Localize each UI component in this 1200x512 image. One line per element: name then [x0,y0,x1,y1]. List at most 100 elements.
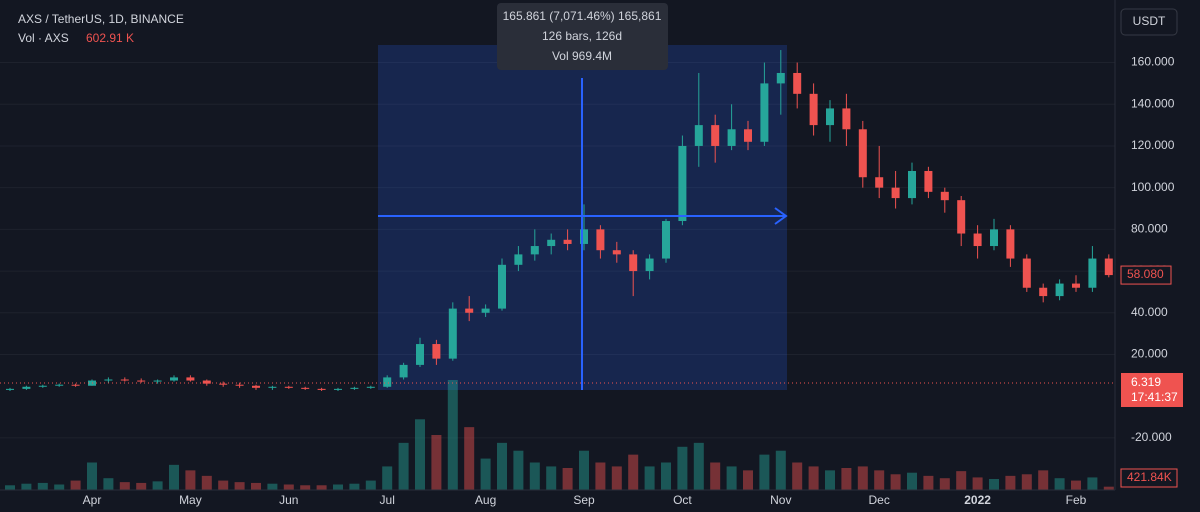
volume-bar [349,483,360,490]
candle-body [465,308,474,313]
x-tick-label: Oct [673,493,692,507]
x-tick-label: May [179,493,202,507]
candle-body [694,125,703,146]
candle-body [629,254,638,272]
volume-bar [989,479,999,490]
candle-body [711,125,720,146]
volume-bar [1054,478,1065,490]
candle-body [596,229,605,251]
volume-bar [169,464,179,490]
candle-body [990,229,998,247]
grid [0,62,1115,439]
volume-bar [333,484,343,490]
volume-bar [775,450,786,490]
candle-body [432,344,441,359]
candle-body [908,170,916,199]
candle-body [383,377,392,387]
symbol-title: AXS / TetherUS, 1D, BINANCE [18,12,184,26]
candle-body [170,377,178,381]
tooltip-line: 126 bars, 126d [542,29,622,43]
volume-bar [1087,477,1098,490]
volume-bar [464,427,475,490]
candle-body [284,386,293,388]
candle-body [1104,258,1113,276]
volume-bar [1103,486,1114,490]
x-tick-label: Jul [380,493,395,507]
volume-bar [5,485,15,490]
candle-body [563,239,572,244]
candle-body [120,379,129,381]
marker-label: 6.319 [1131,375,1161,389]
candle-body [744,129,752,142]
last-price-label: 58.080 [1127,267,1164,281]
volume-bar [316,485,327,490]
volume-bar [677,446,688,490]
candle-body [6,388,14,390]
volume-bar [759,454,770,490]
candle-body [612,250,621,255]
volume-bar [365,480,376,490]
candle-body [38,385,47,387]
volume-bar [1038,470,1049,490]
candle-body [957,200,966,234]
y-tick-label: 20.000 [1131,347,1168,361]
candle-body [22,386,31,389]
plot [5,50,1114,490]
x-tick-label: Jun [279,493,298,507]
candle-body [137,380,146,382]
candle-body [940,191,949,201]
volume-bar [431,435,442,490]
candle-body [399,364,408,378]
tooltip-line: Vol 969.4M [552,49,612,63]
currency-label[interactable]: USDT [1133,14,1166,28]
candle-body [1055,283,1064,297]
candle-body [235,384,244,386]
marker-box [1121,372,1183,407]
candle-body [645,258,654,272]
currency-button[interactable] [1120,8,1178,36]
candle-body [793,72,802,94]
candle-body [826,108,834,126]
volume-bar [21,483,32,490]
candle-body [481,308,490,313]
volume-bar [808,466,819,490]
candle-body [891,187,900,199]
candle-body [727,129,736,146]
x-tick-label: 2022 [964,493,991,507]
volume-bar [267,483,278,490]
tooltip-line: 165.861 (7,071.46%) 165,861 [503,9,662,23]
volume-bar [1071,480,1081,490]
volume-bar [710,462,721,490]
volume-bar [595,462,606,490]
candle-body [1022,258,1031,288]
y-tick-label: 120.000 [1131,138,1175,152]
candle-body [514,254,523,265]
volume-bar [152,481,163,490]
y-tick-label: 100.000 [1131,180,1175,194]
volume-bar [513,450,524,490]
volume-bar [661,462,671,490]
volume-bar [956,471,967,490]
candle-body [973,233,982,247]
candle-body [153,380,162,382]
candle-body [366,386,375,388]
volume-bar [54,484,65,490]
candle-body [809,93,818,126]
volume-bar [185,470,196,490]
volume-bar [283,484,294,490]
candle-body [842,108,851,130]
volume-bar [300,485,311,490]
candle-body [678,145,687,222]
candle-body [776,72,785,84]
volume-bar [939,478,950,490]
volume-axis-label: 421.84K [1127,470,1172,484]
volume-bar [37,482,48,490]
candle-body [924,170,933,192]
volume-bar [857,466,868,490]
volume-label-box [1120,468,1178,488]
candle-body [317,388,326,390]
candle-body [416,344,424,365]
volume-bar [218,480,229,490]
volume-bar [1005,475,1016,490]
candle-body [1072,283,1080,288]
